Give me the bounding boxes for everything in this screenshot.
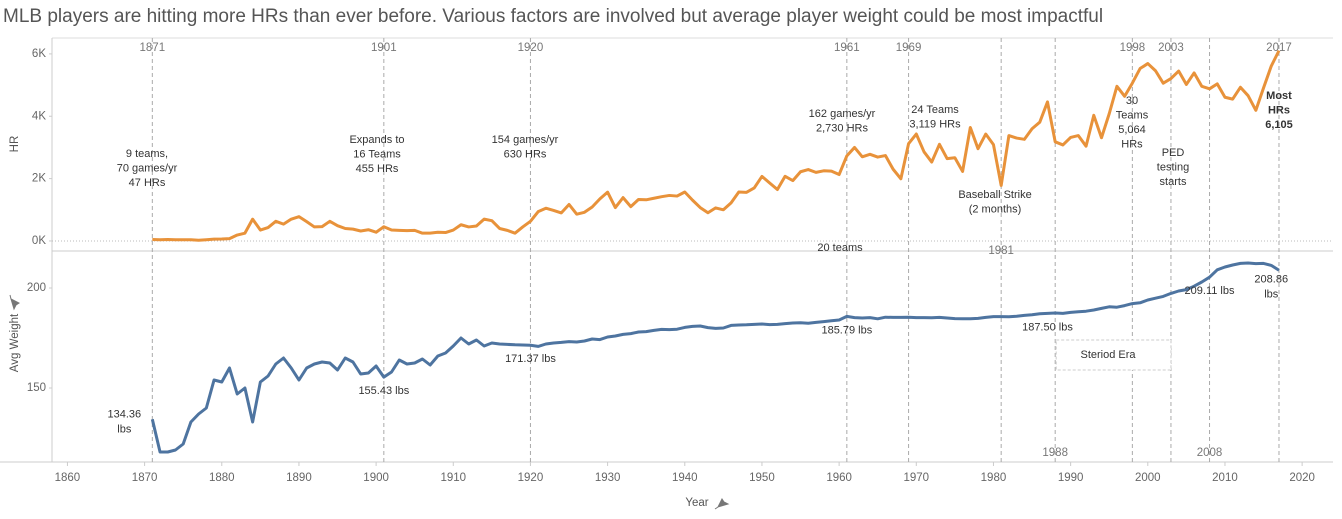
annotation: HRs <box>1121 138 1143 150</box>
annotation: 16 Teams <box>353 148 401 160</box>
value-label-line: 208.86 <box>1254 273 1288 285</box>
y-tick-label: 4K <box>32 110 46 122</box>
value-label: 187.50 lbs <box>1022 321 1073 333</box>
reference-label: 1961 <box>834 42 860 54</box>
annotation: (2 months) <box>969 203 1022 215</box>
chart-title: MLB players are hitting more HRs than ev… <box>3 6 1103 27</box>
value-label-line: lbs <box>1264 288 1279 300</box>
annotation: Baseball Strike <box>958 189 1031 201</box>
reference-label: 1901 <box>371 42 397 54</box>
x-tick-label: 2000 <box>1135 472 1161 484</box>
annotation: 24 Teams <box>911 104 959 116</box>
value-label: 134.36 lbs <box>107 408 141 435</box>
reference-label: 1988 <box>1042 447 1068 459</box>
y-axis-title: Avg Weight <box>9 313 21 372</box>
value-label: 208.86 lbs <box>1254 273 1288 300</box>
reference-label: 1969 <box>896 42 922 54</box>
x-tick-label: 1900 <box>363 472 389 484</box>
x-tick-label: 1860 <box>55 472 81 484</box>
annotation: 2,730 HRs <box>816 122 868 134</box>
annotation: HRs <box>1268 104 1290 116</box>
annotation: 47 HRs <box>129 177 166 189</box>
x-axis-title: Year <box>685 497 708 509</box>
reference-label: 2003 <box>1158 42 1184 54</box>
reference-label: 2017 <box>1266 42 1292 54</box>
reference-label: 2008 <box>1197 447 1223 459</box>
x-tick-label: 1870 <box>132 472 158 484</box>
annotation: 154 games/yr <box>492 134 559 146</box>
reference-label: 1871 <box>140 42 166 54</box>
value-label: 171.37 lbs <box>505 353 556 365</box>
value-label: 209.11 lbs <box>1185 285 1235 297</box>
annotation: Teams <box>1116 109 1149 121</box>
series-line <box>150 261 1280 454</box>
annotation: 3,119 HRs <box>909 118 961 130</box>
annotation: Expands to <box>349 134 404 146</box>
annotation: 6,105 <box>1265 119 1293 131</box>
x-tick-label: 1930 <box>595 472 621 484</box>
x-tick-label: 1910 <box>440 472 466 484</box>
x-tick-label: 1950 <box>749 472 775 484</box>
x-tick-label: 1980 <box>981 472 1007 484</box>
annotation: Steriod Era <box>1080 349 1136 361</box>
value-label: 155.43 lbs <box>358 385 409 397</box>
annotation: 455 HRs <box>356 163 399 175</box>
annotation: 70 games/yr <box>117 162 178 174</box>
value-label-line: lbs <box>117 423 132 435</box>
x-tick-label: 1990 <box>1058 472 1084 484</box>
reference-label: 1920 <box>518 42 544 54</box>
y-tick-label: 150 <box>27 382 46 394</box>
x-tick-label: 1880 <box>209 472 235 484</box>
x-tick-label: 1970 <box>903 472 929 484</box>
reference-label: 1998 <box>1120 42 1146 54</box>
pin-icon <box>714 498 730 510</box>
series-line <box>152 49 1281 242</box>
x-tick-label: 1890 <box>286 472 312 484</box>
annotation: PED <box>1162 147 1185 159</box>
y-tick-label: 2K <box>32 173 46 185</box>
x-tick-label: 2020 <box>1289 472 1315 484</box>
annotation: 630 HRs <box>504 148 547 160</box>
y-axis-title: HR <box>9 136 21 153</box>
y-tick-label: 6K <box>32 48 46 60</box>
value-label: 185.79 lbs <box>821 324 872 336</box>
x-tick-label: 1920 <box>518 472 544 484</box>
x-tick-label: 1960 <box>826 472 852 484</box>
annotation: 30 <box>1126 95 1138 107</box>
y-tick-label: 0K <box>32 235 46 247</box>
era-box <box>1055 339 1172 371</box>
annotation: 9 teams, <box>126 148 168 160</box>
annotation: testing <box>1157 161 1189 173</box>
annotation: starts <box>1160 176 1187 188</box>
annotation: Most <box>1266 90 1292 102</box>
reference-label: 1981 <box>988 245 1014 257</box>
y-tick-label: 200 <box>27 282 46 294</box>
x-tick-label: 2010 <box>1212 472 1238 484</box>
annotation: 5,064 <box>1118 124 1146 136</box>
value-label-line: 134.36 <box>107 408 141 420</box>
annotation: 20 teams <box>817 242 863 254</box>
pin-icon <box>9 294 20 311</box>
x-tick-label: 1940 <box>672 472 698 484</box>
annotation: 162 games/yr <box>809 108 876 120</box>
